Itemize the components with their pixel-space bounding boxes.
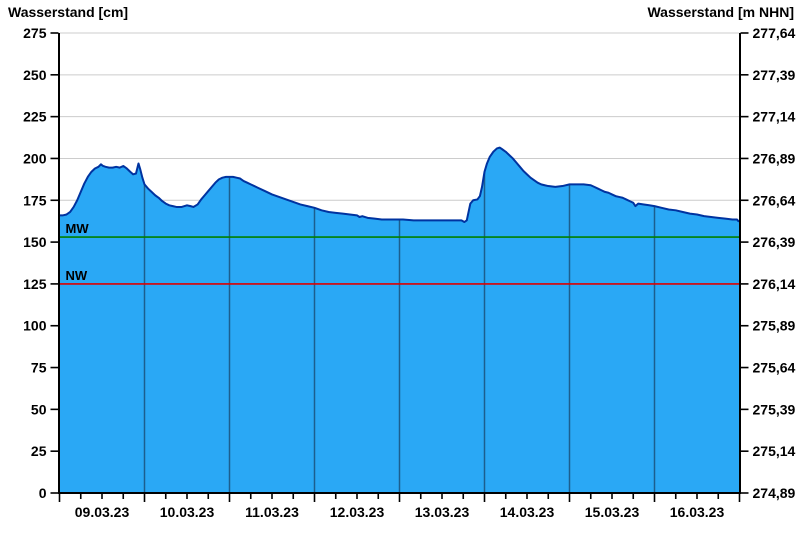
left-tick-label: 175 (23, 192, 47, 208)
right-tick-label: 274,89 (753, 485, 796, 501)
left-tick-label: 0 (39, 485, 47, 501)
left-tick-label: 100 (23, 318, 47, 334)
left-tick-label: 150 (23, 234, 47, 250)
left-tick-label: 225 (23, 109, 47, 125)
right-tick-label: 276,39 (753, 234, 796, 250)
right-tick-label: 276,89 (753, 150, 796, 166)
right-tick-label: 276,14 (753, 276, 796, 292)
left-tick-label: 50 (31, 401, 47, 417)
left-tick-label: 75 (31, 360, 47, 376)
x-tick-label: 16.03.23 (670, 504, 725, 520)
x-tick-label: 13.03.23 (415, 504, 470, 520)
right-tick-label: 276,64 (753, 192, 796, 208)
x-tick-label: 11.03.23 (245, 504, 299, 520)
left-tick-label: 250 (23, 67, 47, 83)
left-tick-label: 125 (23, 276, 47, 292)
right-tick-label: 275,39 (753, 401, 796, 417)
x-tick-label: 10.03.23 (160, 504, 215, 520)
left-tick-label: 275 (23, 25, 47, 41)
right-tick-label: 275,64 (753, 360, 796, 376)
right-axis-title: Wasserstand [m NHN] (647, 4, 794, 20)
x-tick-label: 15.03.23 (585, 504, 640, 520)
right-tick-label: 275,14 (753, 443, 796, 459)
x-tick-label: 14.03.23 (500, 504, 555, 520)
mw-label: MW (66, 221, 90, 236)
right-tick-label: 275,89 (753, 318, 796, 334)
x-tick-label: 09.03.23 (75, 504, 130, 520)
left-axis-title: Wasserstand [cm] (8, 4, 129, 20)
right-tick-label: 277,14 (753, 109, 796, 125)
right-tick-label: 277,64 (753, 25, 796, 41)
left-tick-label: 200 (23, 150, 47, 166)
right-tick-label: 277,39 (753, 67, 796, 83)
nw-label: NW (66, 268, 88, 283)
water-level-line (59, 146, 740, 224)
left-tick-label: 25 (31, 443, 47, 459)
x-tick-label: 12.03.23 (330, 504, 385, 520)
